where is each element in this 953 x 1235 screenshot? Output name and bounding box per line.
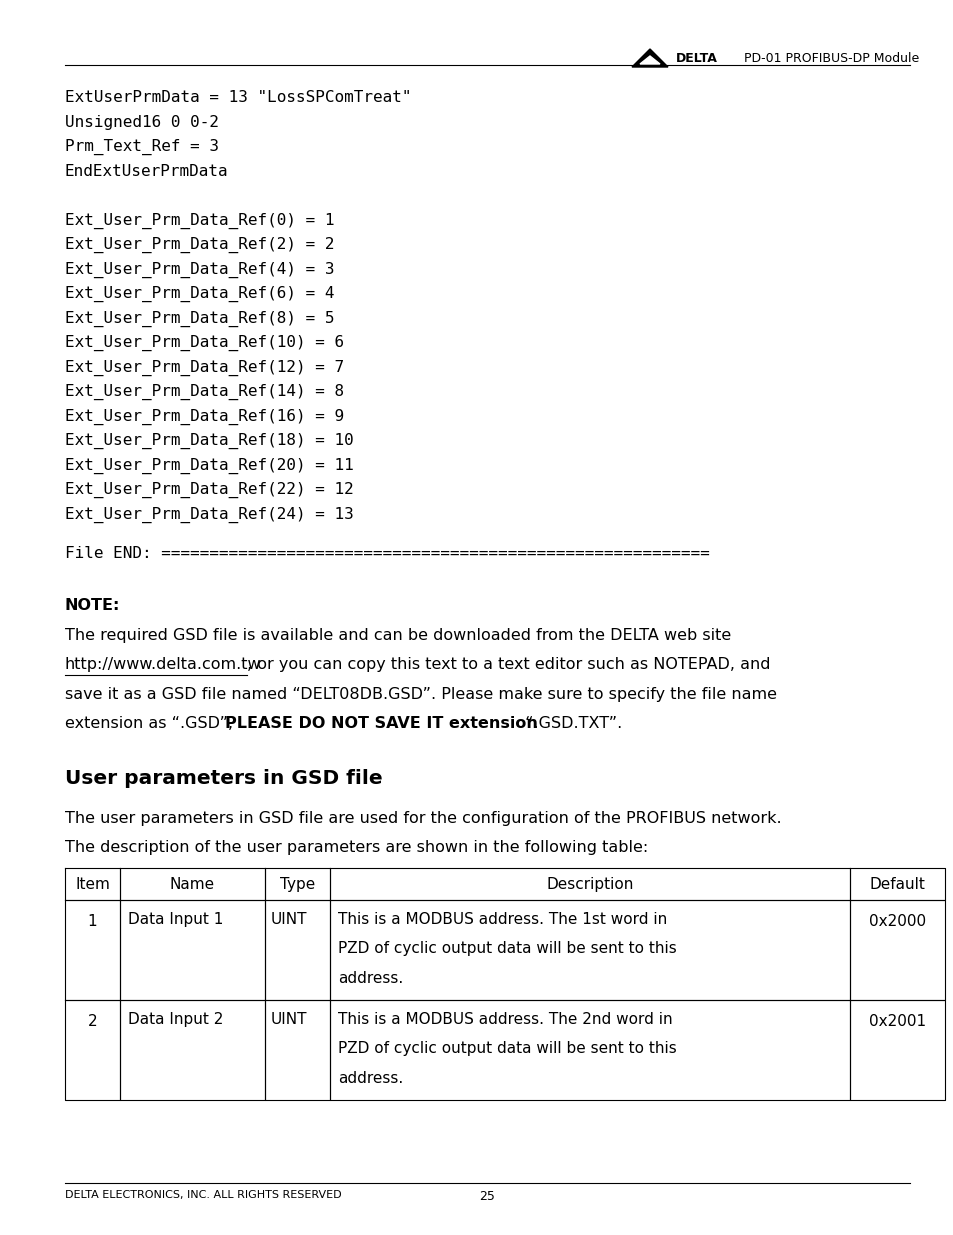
Text: Data Input 2: Data Input 2 [128,1011,223,1028]
Text: PZD of cyclic output data will be sent to this: PZD of cyclic output data will be sent t… [337,1041,676,1056]
Text: Unsigned16 0 0-2: Unsigned16 0 0-2 [65,115,219,130]
Text: PZD of cyclic output data will be sent to this: PZD of cyclic output data will be sent t… [337,941,676,956]
Polygon shape [639,56,659,64]
Text: address.: address. [337,971,403,986]
Text: Ext_User_Prm_Data_Ref(2) = 2: Ext_User_Prm_Data_Ref(2) = 2 [65,237,335,253]
Text: Name: Name [170,877,214,892]
Text: Ext_User_Prm_Data_Ref(6) = 4: Ext_User_Prm_Data_Ref(6) = 4 [65,287,335,303]
Text: extension as “.GSD”,: extension as “.GSD”, [65,716,238,731]
Text: save it as a GSD file named “DELT08DB.GSD”. Please make sure to specify the file: save it as a GSD file named “DELT08DB.GS… [65,687,776,701]
Text: Description: Description [546,877,633,892]
Text: Ext_User_Prm_Data_Ref(24) = 13: Ext_User_Prm_Data_Ref(24) = 13 [65,506,354,522]
Text: The required GSD file is available and can be downloaded from the DELTA web site: The required GSD file is available and c… [65,629,731,643]
Text: 0x2000: 0x2000 [868,914,925,929]
Text: This is a MODBUS address. The 2nd word in: This is a MODBUS address. The 2nd word i… [337,1011,672,1028]
Text: This is a MODBUS address. The 1st word in: This is a MODBUS address. The 1st word i… [337,911,666,927]
Text: http://www.delta.com.tw: http://www.delta.com.tw [65,657,261,673]
Text: Ext_User_Prm_Data_Ref(10) = 6: Ext_User_Prm_Data_Ref(10) = 6 [65,335,344,351]
Text: Type: Type [279,877,314,892]
Text: Default: Default [868,877,924,892]
Text: Ext_User_Prm_Data_Ref(14) = 8: Ext_User_Prm_Data_Ref(14) = 8 [65,384,344,400]
Text: NOTE:: NOTE: [65,598,120,613]
Polygon shape [631,49,667,67]
Text: 0x2001: 0x2001 [868,1014,925,1029]
Text: The description of the user parameters are shown in the following table:: The description of the user parameters a… [65,840,648,855]
Text: Ext_User_Prm_Data_Ref(12) = 7: Ext_User_Prm_Data_Ref(12) = 7 [65,359,344,375]
Text: “.GSD.TXT”.: “.GSD.TXT”. [519,716,621,731]
Text: Prm_Text_Ref = 3: Prm_Text_Ref = 3 [65,140,219,156]
Text: PLEASE DO NOT SAVE IT extension: PLEASE DO NOT SAVE IT extension [225,716,537,731]
Text: DELTA: DELTA [676,52,717,64]
Text: 1: 1 [88,914,97,929]
Text: Ext_User_Prm_Data_Ref(4) = 3: Ext_User_Prm_Data_Ref(4) = 3 [65,262,335,278]
Text: , or you can copy this text to a text editor such as NOTEPAD, and: , or you can copy this text to a text ed… [247,657,770,673]
Text: 2: 2 [88,1014,97,1029]
Text: Item: Item [75,877,110,892]
Text: Ext_User_Prm_Data_Ref(8) = 5: Ext_User_Prm_Data_Ref(8) = 5 [65,310,335,327]
Text: address.: address. [337,1071,403,1086]
Text: UINT: UINT [271,911,307,927]
Text: 25: 25 [479,1191,495,1203]
Text: The user parameters in GSD file are used for the configuration of the PROFIBUS n: The user parameters in GSD file are used… [65,810,781,825]
Text: UINT: UINT [271,1011,307,1028]
Text: File END: =========================================================: File END: ==============================… [65,546,709,561]
Text: Ext_User_Prm_Data_Ref(0) = 1: Ext_User_Prm_Data_Ref(0) = 1 [65,212,335,228]
Text: DELTA ELECTRONICS, INC. ALL RIGHTS RESERVED: DELTA ELECTRONICS, INC. ALL RIGHTS RESER… [65,1191,341,1200]
Text: Ext_User_Prm_Data_Ref(22) = 12: Ext_User_Prm_Data_Ref(22) = 12 [65,482,354,498]
Text: Data Input 1: Data Input 1 [128,911,223,927]
Text: User parameters in GSD file: User parameters in GSD file [65,768,382,788]
Text: Ext_User_Prm_Data_Ref(16) = 9: Ext_User_Prm_Data_Ref(16) = 9 [65,409,344,425]
Bar [65,868,944,900]
Text: ExtUserPrmData = 13 "LossSPComTreat": ExtUserPrmData = 13 "LossSPComTreat" [65,90,411,105]
Text: Ext_User_Prm_Data_Ref(18) = 10: Ext_User_Prm_Data_Ref(18) = 10 [65,433,354,450]
Text: Ext_User_Prm_Data_Ref(20) = 11: Ext_User_Prm_Data_Ref(20) = 11 [65,457,354,474]
Text: EndExtUserPrmData: EndExtUserPrmData [65,163,229,179]
Text: PD-01 PROFIBUS-DP Module: PD-01 PROFIBUS-DP Module [735,52,919,64]
